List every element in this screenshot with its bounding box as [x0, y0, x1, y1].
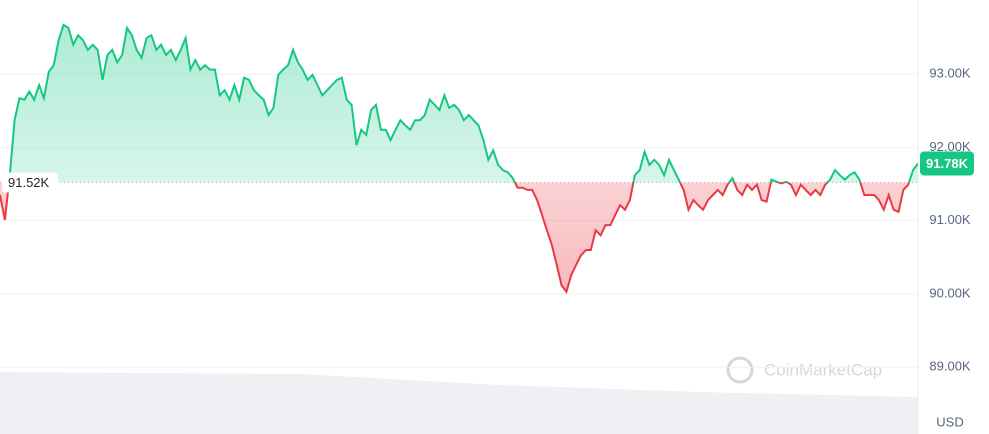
last-value-label: 91.78K	[926, 156, 969, 171]
last-value-tag	[920, 151, 974, 176]
price-line-down	[0, 182, 910, 295]
watermark: CoinMarketCap	[726, 356, 882, 384]
unit-label: USD	[936, 414, 963, 429]
y-tick-label: 92.00K	[929, 139, 971, 154]
volume-area	[0, 372, 918, 434]
price-line-up	[7, 23, 918, 183]
y-tick-label: 89.00K	[929, 359, 971, 374]
area-up	[8, 24, 918, 183]
y-tick-label: 90.00K	[929, 285, 971, 300]
y-tick-label: 93.00K	[929, 65, 971, 80]
watermark-text: CoinMarketCap	[764, 360, 882, 379]
y-tick-label: 91.00K	[929, 212, 971, 227]
baseline-label: 91.52K	[8, 175, 50, 190]
baseline-label-bg	[2, 172, 58, 193]
